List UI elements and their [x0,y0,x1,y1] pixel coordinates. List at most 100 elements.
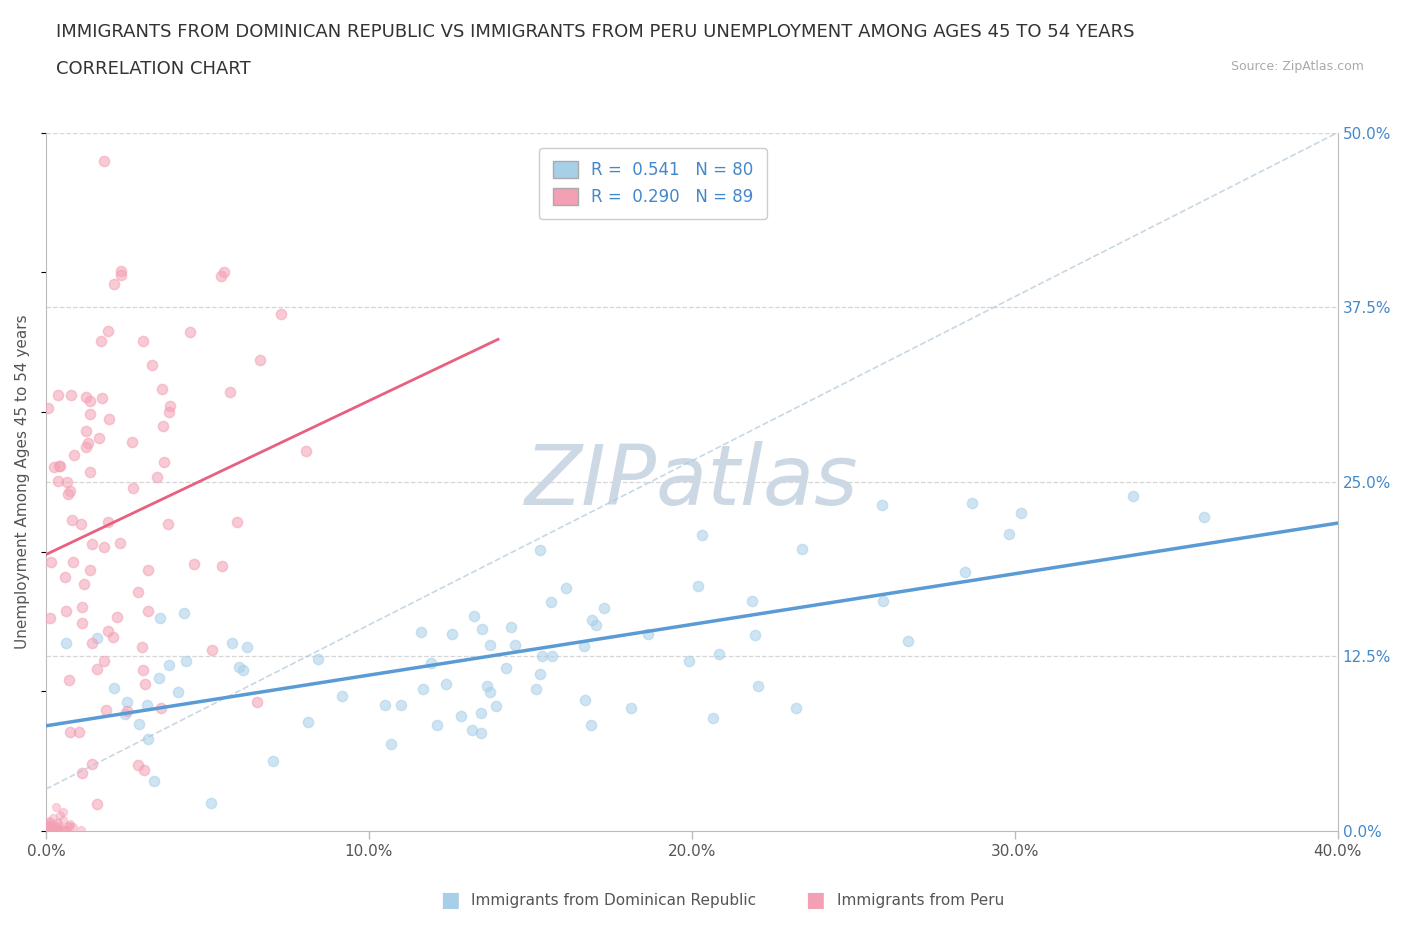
Point [153,455,176,470]
Point [232,662,254,677]
Point [37,401,59,416]
Point [128,716,150,731]
Point [953,565,976,579]
Point [463,608,485,623]
Point [475,679,498,694]
Point [997,526,1019,541]
Point [91,391,114,405]
Point [183,557,205,572]
Point [236,640,259,655]
Point [131,640,153,655]
Text: Source: ZipAtlas.com: Source: ZipAtlas.com [1230,60,1364,73]
Point [97,324,120,339]
Point [470,706,492,721]
Point [495,660,517,675]
Point [307,651,329,666]
Point [434,676,457,691]
Point [409,625,432,640]
Point [221,635,243,650]
Point [785,701,807,716]
Point [572,638,595,653]
Point [741,593,763,608]
Point [86,631,108,645]
Point [148,671,170,685]
Point [219,385,242,400]
Y-axis label: Unemployment Among Ages 45 to 54 years: Unemployment Among Ages 45 to 54 years [15,314,30,649]
Point [246,694,269,709]
Point [58,486,80,501]
Point [225,514,247,529]
Point [38,822,60,837]
Point [524,682,547,697]
Point [46,821,69,836]
Point [1010,506,1032,521]
Point [38,819,60,834]
Point [37,823,59,838]
Text: IMMIGRANTS FROM DOMINICAN REPUBLIC VS IMMIGRANTS FROM PERU UNEMPLOYMENT AMONG AG: IMMIGRANTS FROM DOMINICAN REPUBLIC VS IM… [56,23,1135,41]
Point [503,637,526,652]
Point [579,718,602,733]
Point [374,698,396,712]
Point [461,723,484,737]
Point [105,609,128,624]
Point [56,474,79,489]
Point [499,619,522,634]
Point [59,724,82,739]
Point [555,580,578,595]
Point [330,688,353,703]
Point [86,661,108,676]
Point [79,464,101,479]
Point [145,470,167,485]
Point [1122,488,1144,503]
Point [114,707,136,722]
Point [201,643,224,658]
Point [49,458,72,473]
Point [35,820,58,835]
Point [529,542,551,557]
Point [200,796,222,811]
Point [426,718,449,733]
Point [93,539,115,554]
Legend: R =  0.541   N = 80, R =  0.290   N = 89: R = 0.541 N = 80, R = 0.290 N = 89 [540,148,766,219]
Point [41,823,63,838]
Point [478,684,501,699]
Point [72,600,94,615]
Point [42,823,65,838]
Point [87,431,110,445]
Point [44,822,66,837]
Point [52,804,75,819]
Point [440,626,463,641]
Point [450,709,472,724]
Point [53,570,76,585]
Point [42,459,65,474]
Point [37,823,59,838]
Point [294,444,316,458]
Point [150,700,173,715]
Point [75,424,97,439]
Point [167,684,190,699]
Point [45,800,67,815]
Point [37,820,59,835]
Point [46,817,69,831]
Point [45,818,67,833]
Point [39,611,62,626]
Point [46,821,69,836]
Point [82,635,104,650]
Point [67,724,90,739]
Point [38,818,60,833]
Point [97,624,120,639]
Point [73,577,96,591]
Point [96,515,118,530]
Point [872,498,894,512]
Point [60,388,83,403]
Point [792,541,814,556]
Point [389,698,412,712]
Text: Immigrants from Peru: Immigrants from Peru [837,893,1004,908]
Point [270,306,292,321]
Point [678,653,700,668]
Point [44,818,66,833]
Text: CORRELATION CHART: CORRELATION CHART [56,60,252,78]
Point [136,604,159,618]
Point [35,817,58,831]
Point [585,618,607,632]
